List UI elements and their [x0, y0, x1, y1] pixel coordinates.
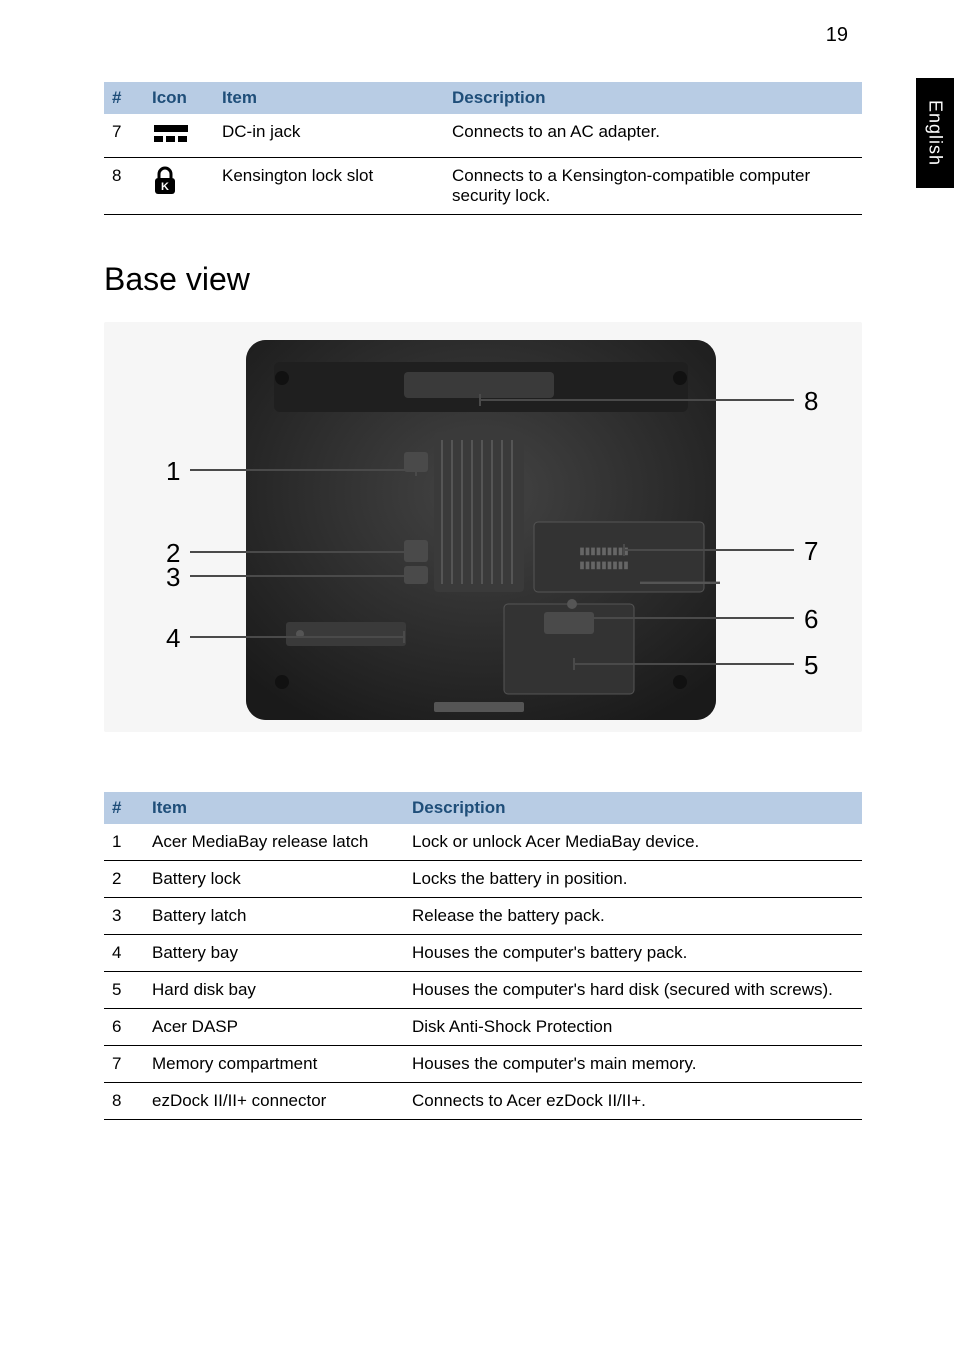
svg-text:▮▮▮▮▮▮▮▮▮: ▮▮▮▮▮▮▮▮▮ — [579, 546, 629, 557]
cell-num: 2 — [104, 861, 144, 898]
cell-desc: Locks the battery in position. — [404, 861, 862, 898]
base-view-table: # Item Description 1 Acer MediaBay relea… — [104, 792, 862, 1120]
cell-num: 3 — [104, 898, 144, 935]
cell-item: Memory compartment — [144, 1046, 404, 1083]
table-row: 3 Battery latch Release the battery pack… — [104, 898, 862, 935]
svg-text:5: 5 — [804, 650, 818, 680]
cell-desc: Connects to a Kensington-compatible comp… — [444, 158, 862, 215]
table-row: 7 Memory compartment Houses the computer… — [104, 1046, 862, 1083]
svg-text:▮▮▮▮▮▮▮▮▮: ▮▮▮▮▮▮▮▮▮ — [579, 560, 629, 571]
cell-num: 8 — [104, 1083, 144, 1120]
table-row: 6 Acer DASP Disk Anti-Shock Protection — [104, 1009, 862, 1046]
col-header-item: Item — [214, 82, 444, 114]
page-content: # Icon Item Description 7 DC-in jack Con… — [104, 82, 862, 1120]
col-header-icon: Icon — [144, 82, 214, 114]
col-header-desc: Description — [444, 82, 862, 114]
cell-desc: Houses the computer's battery pack. — [404, 935, 862, 972]
col-header-num: # — [104, 792, 144, 824]
ports-table-continued: # Icon Item Description 7 DC-in jack Con… — [104, 82, 862, 215]
cell-num: 4 — [104, 935, 144, 972]
svg-text:6: 6 — [804, 604, 818, 634]
table-row: 2 Battery lock Locks the battery in posi… — [104, 861, 862, 898]
svg-text:8: 8 — [804, 386, 818, 416]
table-row: 8 K Kensington lock slot Connects to a K… — [104, 158, 862, 215]
cell-icon — [144, 114, 214, 158]
svg-text:K: K — [161, 181, 169, 193]
kensington-lock-icon: K — [152, 166, 178, 201]
cell-item: ezDock II/II+ connector — [144, 1083, 404, 1120]
cell-item: Battery latch — [144, 898, 404, 935]
cell-num: 8 — [104, 158, 144, 215]
cell-item: Battery bay — [144, 935, 404, 972]
cell-icon: K — [144, 158, 214, 215]
language-tab: English — [916, 78, 954, 188]
cell-item: Hard disk bay — [144, 972, 404, 1009]
table-row: 4 Battery bay Houses the computer's batt… — [104, 935, 862, 972]
base-view-figure: ▮▮▮▮▮▮▮▮▮ ▮▮▮▮▮▮▮▮▮ ▬▬▬▬▬▬▬▬▬▬ — [104, 322, 862, 732]
cell-desc: Connects to Acer ezDock II/II+. — [404, 1083, 862, 1120]
cell-num: 6 — [104, 1009, 144, 1046]
section-heading-base-view: Base view — [104, 261, 862, 298]
table-row: 5 Hard disk bay Houses the computer's ha… — [104, 972, 862, 1009]
page-number: 19 — [826, 24, 848, 47]
cell-num: 1 — [104, 824, 144, 861]
dc-in-icon — [152, 122, 190, 149]
svg-text:3: 3 — [166, 562, 180, 592]
cell-desc: Houses the computer's main memory. — [404, 1046, 862, 1083]
table-row: 1 Acer MediaBay release latch Lock or un… — [104, 824, 862, 861]
svg-text:7: 7 — [804, 536, 818, 566]
table-header-row: # Item Description — [104, 792, 862, 824]
svg-text:1: 1 — [166, 456, 180, 486]
cell-item: Acer MediaBay release latch — [144, 824, 404, 861]
table-row: 7 DC-in jack Connects to an AC adapter. — [104, 114, 862, 158]
svg-text:▬▬▬▬▬▬▬▬▬▬: ▬▬▬▬▬▬▬▬▬▬ — [640, 577, 720, 586]
base-view-diagram: ▮▮▮▮▮▮▮▮▮ ▮▮▮▮▮▮▮▮▮ ▬▬▬▬▬▬▬▬▬▬ — [104, 322, 862, 732]
cell-num: 7 — [104, 1046, 144, 1083]
cell-desc: Release the battery pack. — [404, 898, 862, 935]
col-header-num: # — [104, 82, 144, 114]
cell-item: DC-in jack — [214, 114, 444, 158]
cell-desc: Disk Anti-Shock Protection — [404, 1009, 862, 1046]
svg-text:4: 4 — [166, 623, 180, 653]
cell-item: Acer DASP — [144, 1009, 404, 1046]
cell-desc: Lock or unlock Acer MediaBay device. — [404, 824, 862, 861]
cell-desc: Connects to an AC adapter. — [444, 114, 862, 158]
table-header-row: # Icon Item Description — [104, 82, 862, 114]
cell-desc: Houses the computer's hard disk (secured… — [404, 972, 862, 1009]
table-row: 8 ezDock II/II+ connector Connects to Ac… — [104, 1083, 862, 1120]
cell-num: 7 — [104, 114, 144, 158]
col-header-item: Item — [144, 792, 404, 824]
col-header-desc: Description — [404, 792, 862, 824]
cell-item: Battery lock — [144, 861, 404, 898]
cell-num: 5 — [104, 972, 144, 1009]
cell-item: Kensington lock slot — [214, 158, 444, 215]
